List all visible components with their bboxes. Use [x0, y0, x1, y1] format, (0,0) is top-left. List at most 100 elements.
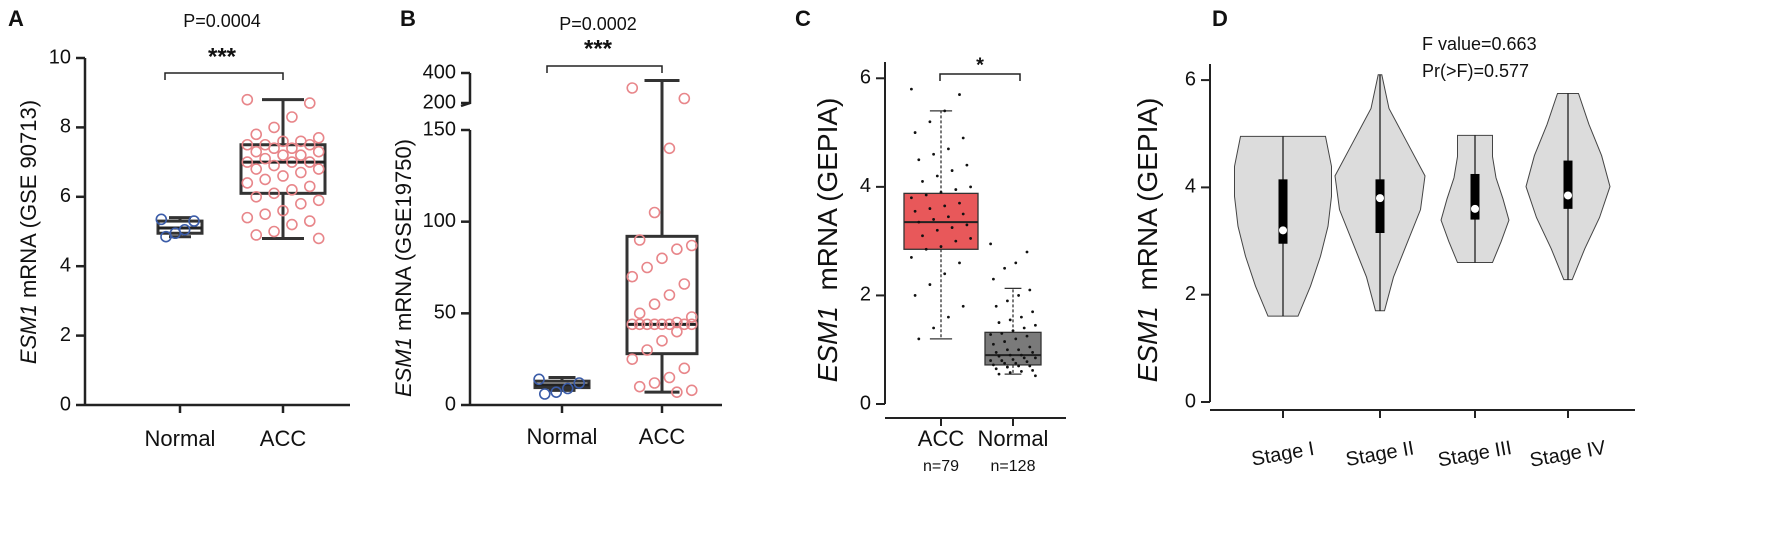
data-point: [268, 159, 280, 172]
data-point: [241, 138, 254, 151]
data-point: [961, 212, 965, 216]
stat-annotation: F value=0.663: [1422, 34, 1537, 54]
data-point: [947, 215, 950, 219]
y-tick-label: 6: [860, 67, 871, 89]
data-point: [268, 187, 280, 200]
panel-label: A: [8, 6, 24, 31]
data-point: [939, 245, 943, 248]
data-point: [1000, 332, 1004, 335]
data-point: [678, 92, 691, 105]
data-point: [626, 270, 639, 283]
y-tick-label: 4: [60, 254, 71, 276]
box: [625, 234, 699, 356]
data-point: [641, 261, 653, 274]
data-point: [994, 367, 998, 371]
data-point: [633, 234, 646, 246]
data-point: [648, 377, 661, 389]
data-point: [641, 318, 653, 331]
data-point: [989, 242, 992, 246]
data-point: [155, 213, 168, 226]
data-point: [277, 149, 289, 161]
data-point: [961, 304, 965, 308]
data-point: [303, 138, 316, 151]
n-label: n=128: [991, 458, 1036, 475]
data-point: [561, 382, 574, 395]
data-point: [1022, 326, 1026, 330]
data-point: [928, 207, 932, 210]
data-point: [913, 294, 917, 297]
data-point: [241, 156, 254, 168]
data-point: [1014, 361, 1018, 365]
box: [239, 143, 327, 195]
data-point: [648, 298, 661, 310]
data-point: [935, 174, 939, 178]
data-point: [943, 272, 947, 276]
y-axis-label: ESM1 mRNA (GSE 90713): [16, 100, 41, 364]
data-point: [241, 177, 254, 189]
data-point: [1014, 261, 1018, 265]
data-point: [1034, 374, 1037, 378]
x-tick-label: Normal: [978, 426, 1049, 451]
y-label-gene: ESM1: [16, 304, 41, 364]
x-tick-label: Stage IV: [1528, 437, 1608, 472]
data-point: [928, 120, 932, 124]
data-point: [259, 173, 271, 186]
significance: ***: [208, 43, 237, 70]
data-point: [917, 337, 921, 341]
significance-bracket: [939, 73, 1021, 81]
data-point: [1006, 348, 1009, 352]
data-point: [997, 372, 1001, 376]
data-point: [932, 152, 935, 156]
data-point: [188, 215, 200, 227]
median: [1376, 194, 1384, 203]
data-point: [921, 180, 924, 183]
y-tick-label: 2: [1185, 283, 1196, 305]
data-point: [241, 93, 254, 106]
data-point: [965, 163, 969, 167]
y-tick-label: 4: [1185, 176, 1196, 198]
data-point: [932, 218, 935, 221]
data-point: [533, 373, 545, 386]
y-tick-label: 6: [60, 185, 71, 207]
data-point: [992, 277, 995, 281]
data-point: [286, 184, 298, 196]
data-point: [932, 326, 935, 330]
data-point: [312, 145, 325, 158]
panel-label: D: [1212, 6, 1228, 31]
data-point: [671, 243, 683, 255]
data-point: [1028, 345, 1032, 349]
y-tick-label: 8: [60, 116, 71, 138]
data-point: [685, 318, 698, 331]
data-point: [1011, 358, 1015, 361]
data-point: [994, 351, 998, 354]
data-point: [1003, 361, 1006, 365]
data-point: [1025, 360, 1029, 364]
stat-annotation: Pr(>F)=0.577: [1422, 61, 1529, 81]
data-point: [1020, 353, 1023, 357]
data-point: [656, 335, 668, 347]
data-point: [1031, 310, 1034, 314]
data-point: [312, 194, 325, 207]
iqr-bar: [1278, 179, 1288, 244]
data-point: [160, 230, 172, 243]
data-point: [928, 283, 932, 286]
y-label-text: mRNA (GEPIA): [1132, 98, 1163, 291]
data-point: [961, 136, 965, 140]
data-point: [1011, 329, 1015, 333]
data-point: [286, 142, 298, 155]
data-point: [947, 147, 950, 151]
y-tick-label: 4: [860, 175, 871, 197]
p-value: P=0.0002: [559, 14, 637, 34]
x-tick-label: Normal: [527, 424, 598, 449]
data-point: [1003, 266, 1006, 270]
data-point: [633, 380, 646, 393]
data-point: [939, 190, 943, 194]
data-point: [641, 344, 653, 356]
y-tick-label: 10: [49, 46, 71, 68]
data-point: [671, 386, 683, 398]
data-point: [1034, 356, 1037, 360]
data-point: [992, 342, 995, 346]
data-point: [241, 211, 254, 224]
data-point: [685, 239, 698, 252]
data-point: [917, 158, 921, 162]
